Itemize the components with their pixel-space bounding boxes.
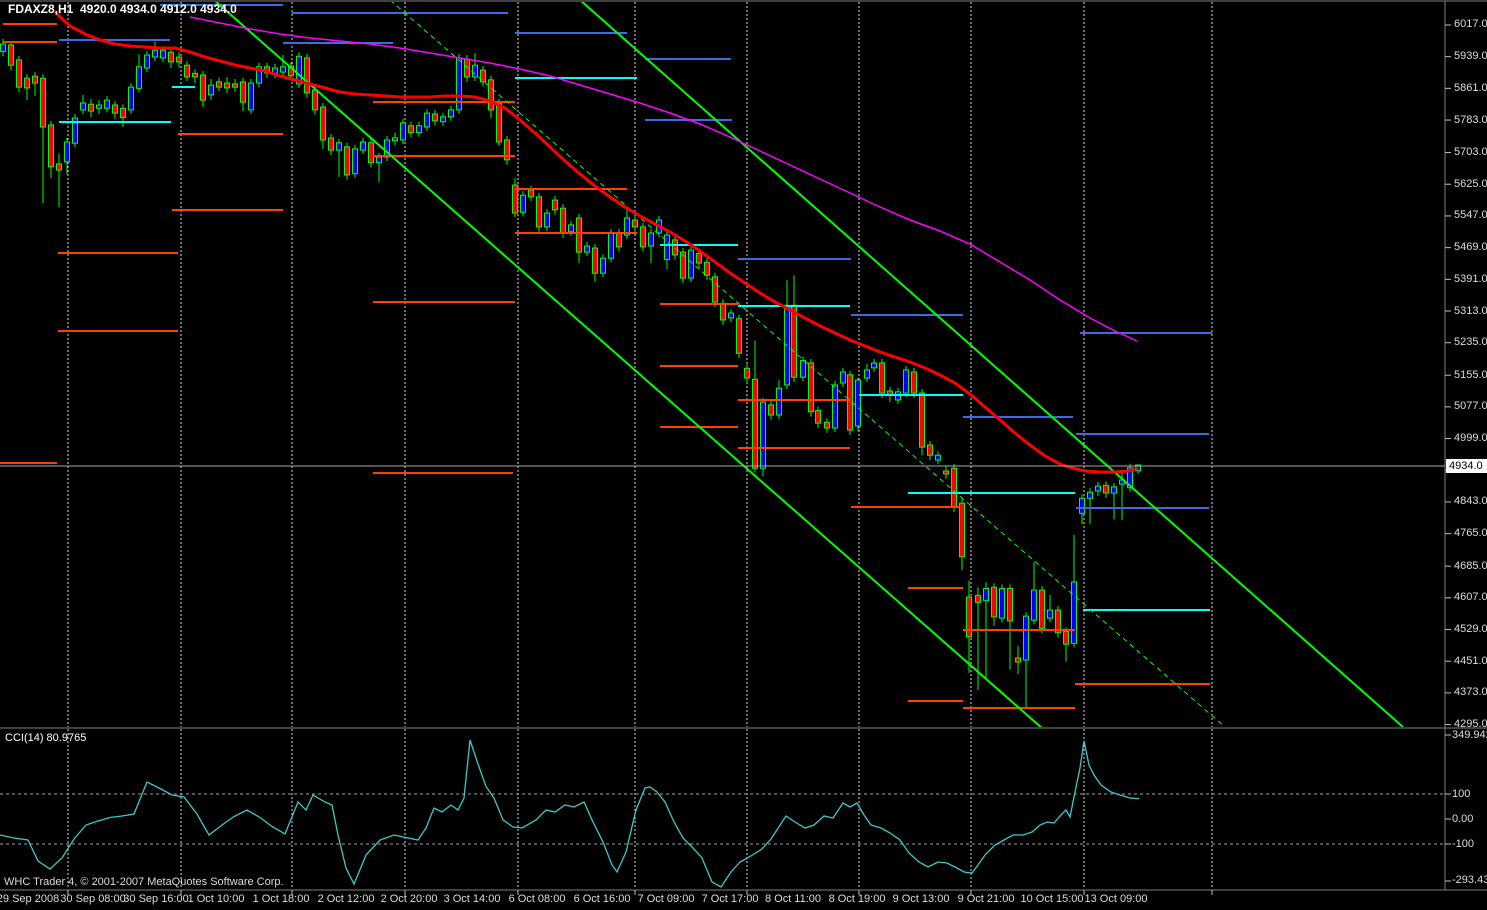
price-tick-label: 4529.0 bbox=[1454, 623, 1487, 636]
time-tick-label: 7 Oct 17:00 bbox=[701, 893, 759, 905]
price-tick-label: 4451.0 bbox=[1454, 654, 1487, 667]
copyright-text: WHC Trader 4, © 2001-2007 MetaQuotes Sof… bbox=[4, 876, 284, 888]
moving-averages bbox=[53, 10, 1139, 474]
price-tick-label: 5391.0 bbox=[1454, 272, 1487, 285]
time-tick-label: 10 Oct 15:00 bbox=[1020, 893, 1084, 905]
price-tick-label: 4843.0 bbox=[1454, 495, 1487, 508]
axis-tick-marks bbox=[67, 24, 1451, 895]
time-tick-label: 1 Oct 18:00 bbox=[252, 893, 310, 905]
panel-frame bbox=[0, 0, 1487, 891]
current-price-badge: 4934.0 bbox=[1446, 459, 1487, 473]
time-tick-label: 7 Oct 09:00 bbox=[637, 893, 695, 905]
time-tick-label: 8 Oct 19:00 bbox=[828, 893, 886, 905]
cci-max-label: 349.942 bbox=[1452, 729, 1487, 741]
price-tick-label: 5313.0 bbox=[1454, 304, 1487, 317]
time-tick-label: 6 Oct 08:00 bbox=[508, 893, 566, 905]
time-tick-label: 2 Oct 12:00 bbox=[317, 893, 375, 905]
time-tick-label: 6 Oct 16:00 bbox=[573, 893, 631, 905]
price-tick-label: 4373.0 bbox=[1454, 686, 1487, 699]
price-tick-label: 5469.0 bbox=[1454, 241, 1487, 254]
cci-minus100-label: -100 bbox=[1452, 838, 1475, 850]
time-tick-label: 1 Oct 10:00 bbox=[187, 893, 245, 905]
price-tick-label: 5625.0 bbox=[1454, 177, 1487, 190]
price-tick-label: 4295.0 bbox=[1454, 718, 1487, 731]
time-tick-label: 9 Oct 13:00 bbox=[892, 893, 950, 905]
grid-lines bbox=[67, 2, 1213, 889]
price-tick-label: 4999.0 bbox=[1454, 432, 1487, 445]
cci-zero-label: 0.00 bbox=[1452, 813, 1474, 825]
cci-indicator-line bbox=[0, 739, 1140, 888]
price-tick-label: 5155.0 bbox=[1454, 368, 1487, 381]
price-tick-label: 5783.0 bbox=[1454, 113, 1487, 126]
time-tick-label: 9 Oct 21:00 bbox=[957, 893, 1015, 905]
candles-layer bbox=[0, 38, 1141, 708]
price-tick-label: 4765.0 bbox=[1454, 527, 1487, 540]
time-tick-label: 29 Sep 2008 bbox=[0, 893, 60, 905]
cci-level-lines bbox=[0, 793, 1445, 845]
indicator-label: CCI(14) 80.9765 bbox=[5, 732, 87, 744]
price-tick-label: 5547.0 bbox=[1454, 209, 1487, 222]
time-tick-label: 8 Oct 11:00 bbox=[764, 893, 822, 905]
time-tick-label: 30 Sep 08:00 bbox=[60, 893, 126, 905]
price-tick-label: 5077.0 bbox=[1454, 400, 1487, 413]
price-tick-label: 5861.0 bbox=[1454, 81, 1487, 94]
cci-min-label: -293.435 bbox=[1452, 874, 1487, 886]
time-tick-label: 2 Oct 20:00 bbox=[380, 893, 438, 905]
slow-ma-line bbox=[189, 16, 1138, 342]
price-tick-label: 4685.0 bbox=[1454, 559, 1487, 572]
price-tick-label: 5703.0 bbox=[1454, 146, 1487, 159]
time-tick-label: 13 Oct 09:00 bbox=[1084, 893, 1148, 905]
symbol-ohlc-title: FDAXZ8,H1 4920.0 4934.0 4912.0 4934.0 bbox=[8, 2, 237, 16]
time-tick-label: 3 Oct 14:00 bbox=[443, 893, 501, 905]
fast-ma-line bbox=[53, 10, 1139, 474]
cci-plus100-label: 100 bbox=[1452, 788, 1471, 800]
price-tick-label: 5235.0 bbox=[1454, 336, 1487, 349]
price-tick-label: 5939.0 bbox=[1454, 50, 1487, 63]
price-tick-label: 4607.0 bbox=[1454, 591, 1487, 604]
price-tick-label: 6017.0 bbox=[1454, 18, 1487, 31]
horizontal-level-lines[interactable] bbox=[0, 4, 1212, 709]
time-tick-label: 30 Sep 16:00 bbox=[123, 893, 189, 905]
trend-lines[interactable] bbox=[214, 0, 1404, 729]
